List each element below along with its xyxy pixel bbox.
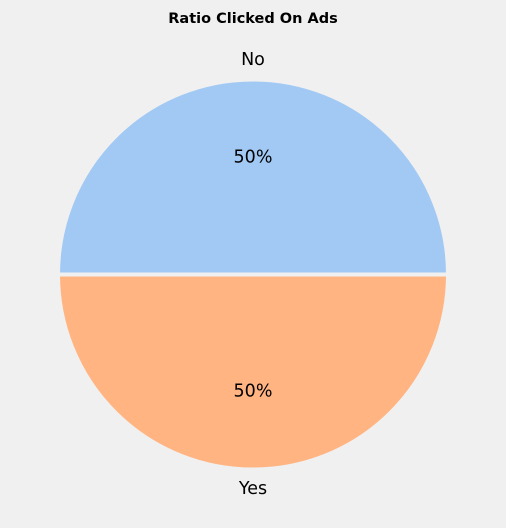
pie-slices [56, 77, 450, 472]
pie-labels: No 50% Yes 50% [234, 50, 273, 499]
pie-slice-no [56, 77, 450, 277]
chart-title: Ratio Clicked On Ads [168, 11, 337, 27]
percent-label-no: 50% [234, 148, 273, 168]
pie-slice-yes [56, 272, 450, 472]
percent-label-yes: 50% [234, 382, 273, 402]
slice-label-no: No [241, 50, 265, 70]
slice-label-yes: Yes [238, 479, 267, 499]
